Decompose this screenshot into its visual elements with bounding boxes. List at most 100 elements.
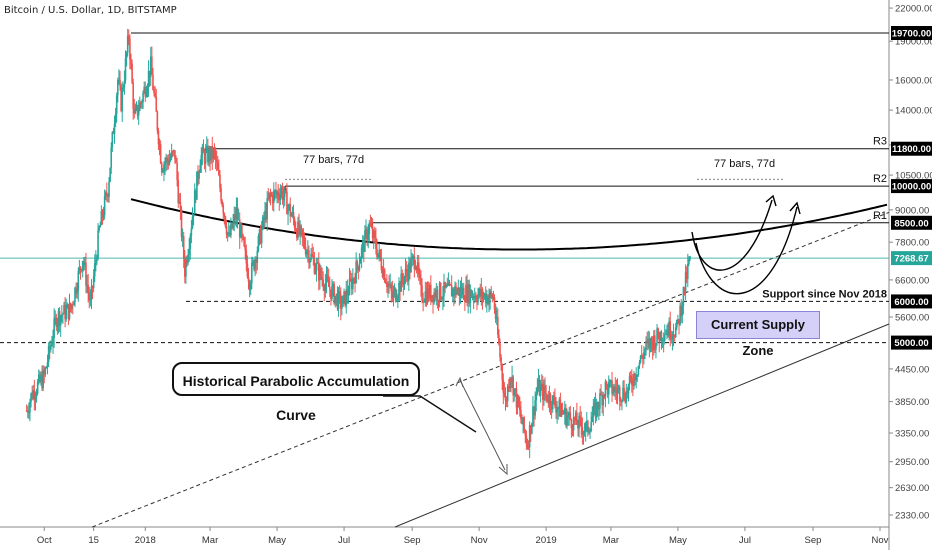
candle-body	[304, 247, 307, 255]
candle-body	[357, 266, 360, 271]
projection-path	[691, 199, 773, 271]
candle-body	[244, 245, 247, 251]
candle-body	[624, 398, 627, 403]
candle-body	[158, 144, 161, 146]
y-tick-label: 2950.00	[895, 457, 929, 468]
candle-body	[438, 282, 441, 301]
candle-body	[78, 266, 81, 272]
candle-body	[523, 417, 525, 431]
candle-body	[128, 35, 130, 39]
candle-body	[138, 102, 141, 111]
candle-body	[35, 393, 38, 397]
candle-body	[655, 343, 657, 350]
candle-body	[512, 376, 514, 396]
candle-body	[585, 420, 588, 424]
candle-body	[349, 278, 352, 280]
candle-body	[561, 409, 564, 413]
candle-body	[240, 225, 242, 238]
candle-body	[216, 162, 219, 171]
candle-body	[171, 151, 174, 153]
candle-body	[165, 157, 167, 163]
candle-body	[269, 192, 272, 196]
candle-body	[174, 150, 176, 159]
candle-body	[672, 334, 675, 337]
candle-body	[156, 111, 159, 131]
candle-body	[142, 92, 144, 103]
candle-body	[104, 192, 107, 197]
candle-body	[404, 269, 407, 277]
candle-body	[650, 337, 653, 342]
candle-body	[118, 79, 120, 81]
candle-body	[98, 227, 100, 231]
candle-body	[554, 397, 556, 406]
measure-label: 77 bars, 77d	[714, 158, 775, 170]
candle-body	[181, 236, 184, 238]
candle-body	[525, 435, 528, 444]
candle-body	[294, 228, 297, 231]
candle-body	[492, 297, 495, 300]
price-tag-label: 8500.00	[894, 218, 928, 229]
candle-body	[444, 281, 446, 288]
candle-body	[202, 147, 205, 153]
candle-body	[389, 284, 391, 286]
candle-body	[144, 86, 147, 97]
candle-body	[606, 384, 609, 395]
y-tick-label: 4450.00	[895, 364, 929, 375]
candle-body	[87, 284, 89, 293]
candle-body	[413, 256, 416, 270]
candle-body	[231, 223, 233, 229]
candle-body	[285, 190, 287, 192]
candle-body	[133, 109, 136, 114]
candle-body	[254, 259, 256, 270]
candle-body	[324, 283, 327, 292]
candle-body	[426, 287, 429, 304]
candle-body	[136, 105, 139, 116]
candle-body	[96, 258, 98, 260]
candle-body	[518, 406, 521, 410]
candle-body	[189, 235, 192, 249]
price-tag	[891, 294, 932, 309]
candle-body	[278, 196, 281, 201]
candle-body	[52, 337, 54, 345]
candle-body	[106, 192, 108, 196]
candle-body	[233, 214, 236, 222]
candle-body	[556, 409, 558, 413]
candle-body	[167, 161, 170, 165]
candle-body	[168, 159, 171, 165]
candle-body	[291, 212, 294, 216]
candle-body	[137, 110, 140, 116]
candle-body	[65, 308, 68, 320]
candle-body	[636, 374, 639, 377]
candle-body	[382, 269, 385, 277]
candle-body	[583, 430, 586, 432]
candle-body	[107, 195, 109, 197]
candle-body	[376, 248, 378, 258]
supply-zone-label: Current Supply Zone	[696, 311, 820, 358]
candle-body	[129, 38, 131, 60]
candle-body	[93, 263, 96, 277]
candle-body	[687, 264, 689, 279]
candle-body	[112, 132, 115, 134]
candle-body	[450, 285, 453, 297]
candle-body	[343, 291, 345, 296]
price-tag-label: 7268.67	[894, 254, 928, 265]
candle-body	[73, 302, 75, 306]
candle-body	[339, 294, 342, 309]
candle-body	[352, 278, 354, 290]
candle-body	[617, 386, 620, 389]
candle-body	[263, 216, 265, 221]
candle-body	[397, 296, 399, 300]
candle-body	[648, 339, 651, 348]
arrow-head	[789, 201, 801, 215]
x-tick-label: Jul	[338, 535, 350, 546]
candle-body	[337, 291, 340, 309]
candle-body	[668, 321, 670, 337]
candle-body	[634, 373, 636, 381]
candle-body	[194, 190, 197, 200]
candle-body	[669, 321, 672, 339]
candle-body	[455, 286, 457, 295]
candle-body	[466, 285, 468, 303]
y-tick-label: 7800.00	[895, 238, 929, 249]
candle-body	[649, 337, 652, 348]
